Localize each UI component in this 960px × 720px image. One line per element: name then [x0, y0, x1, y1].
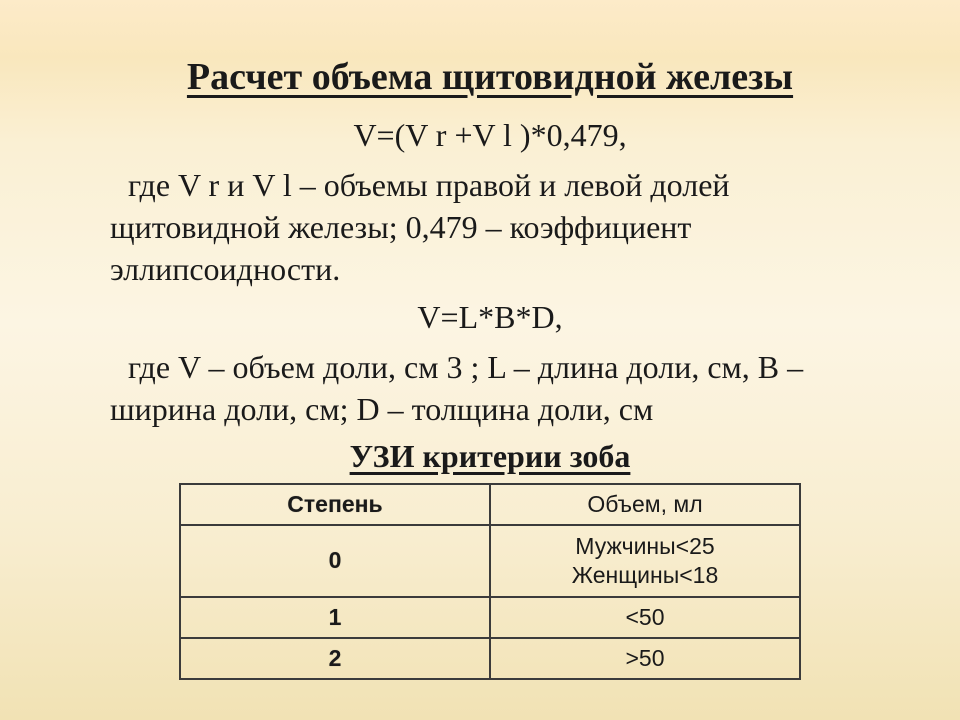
table-header-degree: Степень: [180, 484, 490, 525]
table-row: 1 <50: [180, 597, 800, 638]
slide: Расчет объема щитовидной железы V=(V r +…: [0, 0, 960, 720]
paragraph-2: где V – объем доли, см 3 ; L – длина дол…: [110, 346, 870, 430]
table-cell-value: <50: [490, 597, 800, 638]
paragraph-1: где V r и V l – объемы правой и левой до…: [110, 164, 870, 291]
table-cell-value: Мужчины<25 Женщины<18: [490, 525, 800, 597]
page-title: Расчет объема щитовидной железы: [110, 55, 870, 99]
criteria-table: Степень Объем, мл 0 Мужчины<25 Женщины<1…: [179, 483, 801, 680]
subtitle: УЗИ критерии зоба: [110, 438, 870, 475]
table-row: 2 >50: [180, 638, 800, 679]
formula-2: V=L*B*D,: [110, 299, 870, 336]
table-cell-line: Мужчины<25: [575, 533, 714, 559]
table-cell-label: 0: [180, 525, 490, 597]
table-cell-value: >50: [490, 638, 800, 679]
table-row: 0 Мужчины<25 Женщины<18: [180, 525, 800, 597]
table-header-volume: Объем, мл: [490, 484, 800, 525]
table-cell-label: 1: [180, 597, 490, 638]
table-cell-label: 2: [180, 638, 490, 679]
table-header-row: Степень Объем, мл: [180, 484, 800, 525]
formula-1: V=(V r +V l )*0,479,: [110, 117, 870, 154]
table-cell-line: Женщины<18: [572, 562, 718, 588]
